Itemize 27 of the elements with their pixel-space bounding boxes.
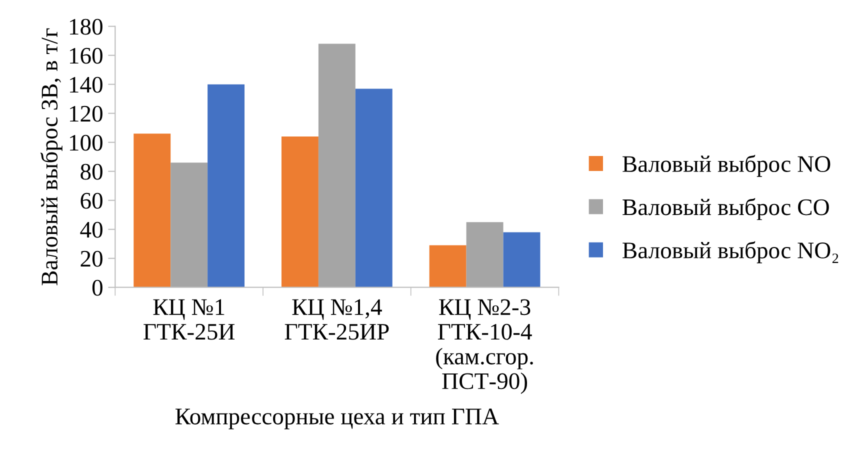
bar [466, 222, 504, 288]
bar [429, 245, 466, 288]
bar [170, 162, 208, 288]
x-tick-label: КЦ №2-3 ГТК-10-4 (кам.сгор. ПСТ-90) [436, 299, 533, 394]
bar [134, 134, 171, 288]
y-tick-label: 180 [70, 18, 102, 35]
bar [503, 232, 540, 288]
y-tick-label: 160 [70, 48, 102, 64]
bar [208, 84, 245, 288]
legend-label: Валовый выброс NO₂ [622, 241, 838, 264]
y-tick-label: 60 [80, 192, 102, 209]
x-tick-label: КЦ №1,4 ГТК-25ИР [284, 299, 389, 340]
y-axis-title: Валовый выброс ЗВ, в т/г [40, 28, 62, 286]
x-axis-title: Компрессорные цеха и тип ГПА [175, 408, 499, 430]
y-tick-label: 20 [80, 250, 102, 267]
y-tick-label: 100 [70, 134, 102, 151]
bar [318, 44, 356, 288]
bar [355, 88, 392, 288]
y-tick-label: 0 [92, 280, 102, 296]
y-tick-label: 80 [80, 164, 102, 180]
bar [281, 136, 318, 288]
y-tick-label: 140 [70, 76, 102, 93]
y-tick-label: 120 [70, 106, 102, 122]
x-tick-label: КЦ №1 ГТК-25И [144, 299, 235, 340]
legend-label: Валовый выброс CO [622, 198, 829, 220]
y-tick-label: 40 [80, 222, 102, 238]
legend-label: Валовый выброс NO [622, 154, 830, 177]
